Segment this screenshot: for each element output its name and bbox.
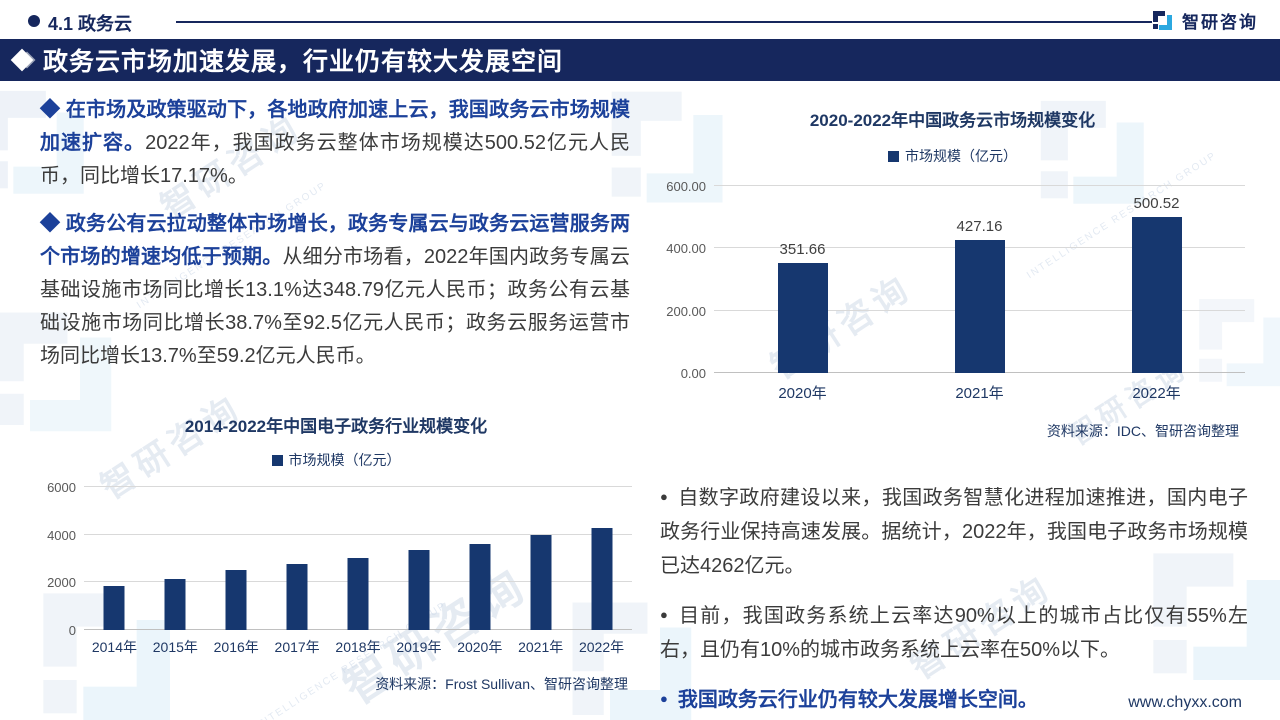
gridline: [84, 533, 632, 535]
y-tick-label: 4000: [47, 527, 76, 543]
right-text-column: ● 自数字政府建设以来，我国政务智慧化进程加速推进，国内电子政务行业保持高速发展。…: [660, 480, 1248, 717]
bar-2014年: [103, 585, 125, 630]
legend-label: 市场规模（亿元）: [288, 452, 401, 468]
x-axis-labels: 2014年 2015年 2016年 2017年 2018年 2019年 2020年 2021年…: [84, 637, 632, 657]
chart-legend: 市场规模（亿元）: [40, 450, 632, 470]
bar-2018年: [347, 557, 369, 630]
x-tick-label: 2020年: [778, 385, 827, 402]
bullet-text: 我国政务云行业仍有较大发展增长空间。: [677, 689, 1038, 711]
x-tick-label: 2019年: [396, 639, 442, 655]
bar-2017年: [286, 563, 308, 630]
y-tick-label: 0.00: [680, 366, 706, 381]
bar-column: [388, 487, 449, 630]
paragraph-market-growth: ◆ 在市场及政策驱动下，各地政府加速上云，我国政务云市场规模加速扩容。2022年…: [40, 94, 630, 193]
section-title: 4.1 政务云: [48, 14, 133, 34]
bullet-dot-icon: ●: [660, 691, 668, 706]
bar-column: [84, 487, 145, 630]
header-divider: [176, 21, 1152, 23]
plot-area: [84, 486, 632, 630]
page-header: 4.1 政务云 智研咨询: [0, 8, 1280, 38]
chart-legend: 市场规模（亿元）: [660, 146, 1245, 166]
paragraph-body: 2022年，我国政务云整体市场规模达500.52亿元人民币，同比增长17.17%…: [40, 132, 631, 187]
bar-column: 427.16: [891, 186, 1068, 373]
bar-2016年: [225, 570, 247, 630]
bar-2022年: [591, 528, 613, 630]
bar-2015年: [164, 578, 186, 630]
bar-2020年: [469, 543, 491, 630]
chart-source: 资料来源：IDC、智研咨询整理: [1046, 423, 1239, 439]
x-tick-label: 2020年: [457, 639, 503, 655]
bar-column: [267, 487, 328, 630]
y-axis-labels: 0.00 200.00 400.00 600.00: [660, 179, 714, 381]
plot-area: 351.66 427.16 500.52: [714, 185, 1245, 373]
y-tick-label: 2000: [47, 575, 76, 591]
y-axis-labels: 0 2000 4000 6000: [40, 480, 84, 638]
paragraph-lead: ◆ 政务公有云拉动整体市场增长，政务专属云与政务云运营服务两个市场的增速均低于预…: [40, 213, 630, 268]
x-tick-label: 2022年: [578, 639, 625, 655]
x-tick-label: 2021年: [955, 385, 1004, 402]
bar-column: [510, 487, 571, 630]
y-tick-label: 200.00: [666, 303, 706, 319]
paragraph-segments: ◆ 政务公有云拉动整体市场增长，政务专属云与政务云运营服务两个市场的增速均低于预…: [40, 208, 630, 373]
bar-plot: 0.00 200.00 400.00 600.00 351.66 427.16 500.52: [660, 179, 1245, 381]
left-text-column: ◆ 在市场及政策驱动下，各地政府加速上云，我国政务云市场规模加速扩容。2022年…: [40, 94, 630, 388]
bar-column: [571, 487, 632, 630]
bar-2021年: [954, 239, 1005, 373]
bar-column: [328, 487, 389, 630]
bar-value-label: 351.66: [779, 241, 826, 259]
page-title: 政务云市场加速发展，行业仍有较大发展空间: [43, 48, 564, 76]
bar-column: 500.52: [1068, 186, 1245, 373]
govcloud-market-chart: 2020-2022年中国政务云市场规模变化 市场规模（亿元） 0.00 200.0…: [660, 106, 1245, 441]
x-tick-label: 2022年: [1132, 385, 1181, 402]
legend-label: 市场规模（亿元）: [905, 148, 1017, 164]
y-tick-label: 400.00: [666, 241, 706, 257]
banner-diamond-icon: [10, 48, 36, 72]
bar-2020年: [777, 263, 828, 373]
paragraph-body: 从细分市场看，2022年国内政务专属云基础设施市场同比增长13.1%达348.7…: [40, 246, 631, 367]
bar-2022年: [1131, 217, 1182, 373]
bar-column: [206, 487, 267, 630]
x-tick-label: 2017年: [274, 639, 320, 655]
x-axis-labels: 2020年 2021年 2022年: [714, 382, 1245, 403]
bar-column: [449, 487, 510, 630]
bullet-text: 目前，我国政务系统上云率达90%以上的城市占比仅有55%左右，且仍有10%的城市…: [660, 605, 1248, 661]
bar-2019年: [408, 549, 430, 630]
website-url-link[interactable]: www.chyxx.com: [1128, 694, 1242, 711]
x-tick-label: 2018年: [335, 639, 381, 655]
legend-swatch-icon: [271, 454, 283, 466]
bullet-egov-scale: ● 自数字政府建设以来，我国政务智慧化进程加速推进，国内电子政务行业保持高速发展。…: [660, 480, 1248, 583]
chart-source: 资料来源：Frost Sullivan、智研咨询整理: [375, 676, 628, 692]
x-tick-label: 2014年: [91, 639, 138, 655]
bullet-cloud-rate: ● 目前，我国政务系统上云率达90%以上的城市占比仅有55%左右，且仍有10%的城…: [660, 598, 1248, 667]
chart-title: 2014-2022年中国电子政务行业规模变化: [184, 417, 488, 436]
bar-value-label: 427.16: [956, 217, 1003, 235]
logo-icon: [1153, 10, 1172, 30]
x-tick-label: 2015年: [152, 639, 198, 655]
bullet-text: 自数字政府建设以来，我国政务智慧化进程加速推进，国内电子政务行业保持高速发展。据…: [660, 487, 1248, 577]
bullet-dot-icon: ●: [660, 607, 670, 622]
logo-text: 智研咨询: [1182, 13, 1258, 32]
bullet-dot-icon: ●: [660, 489, 669, 504]
x-tick-label: 2021年: [518, 639, 564, 655]
bar-plot: 0 2000 4000 6000: [40, 480, 632, 638]
chart-title: 2020-2022年中国政务云市场规模变化: [809, 111, 1096, 130]
bar-2021年: [530, 535, 552, 630]
egov-market-chart: 2014-2022年中国电子政务行业规模变化 市场规模（亿元） 0 2000 400…: [40, 412, 632, 694]
section-bullet-icon: [28, 15, 40, 27]
company-logo: 智研咨询: [1151, 8, 1258, 33]
title-banner: 政务云市场加速发展，行业仍有较大发展空间: [0, 39, 1280, 81]
legend-swatch-icon: [888, 150, 899, 162]
gridline: [84, 486, 632, 487]
y-tick-label: 600.00: [666, 179, 706, 194]
gridline: [714, 185, 1245, 186]
y-tick-label: 6000: [47, 480, 76, 495]
y-tick-label: 0: [68, 623, 76, 638]
bar-value-label: 500.52: [1133, 195, 1180, 213]
x-tick-label: 2016年: [213, 639, 259, 655]
bar-column: 351.66: [714, 186, 891, 373]
bar-column: [145, 487, 206, 630]
